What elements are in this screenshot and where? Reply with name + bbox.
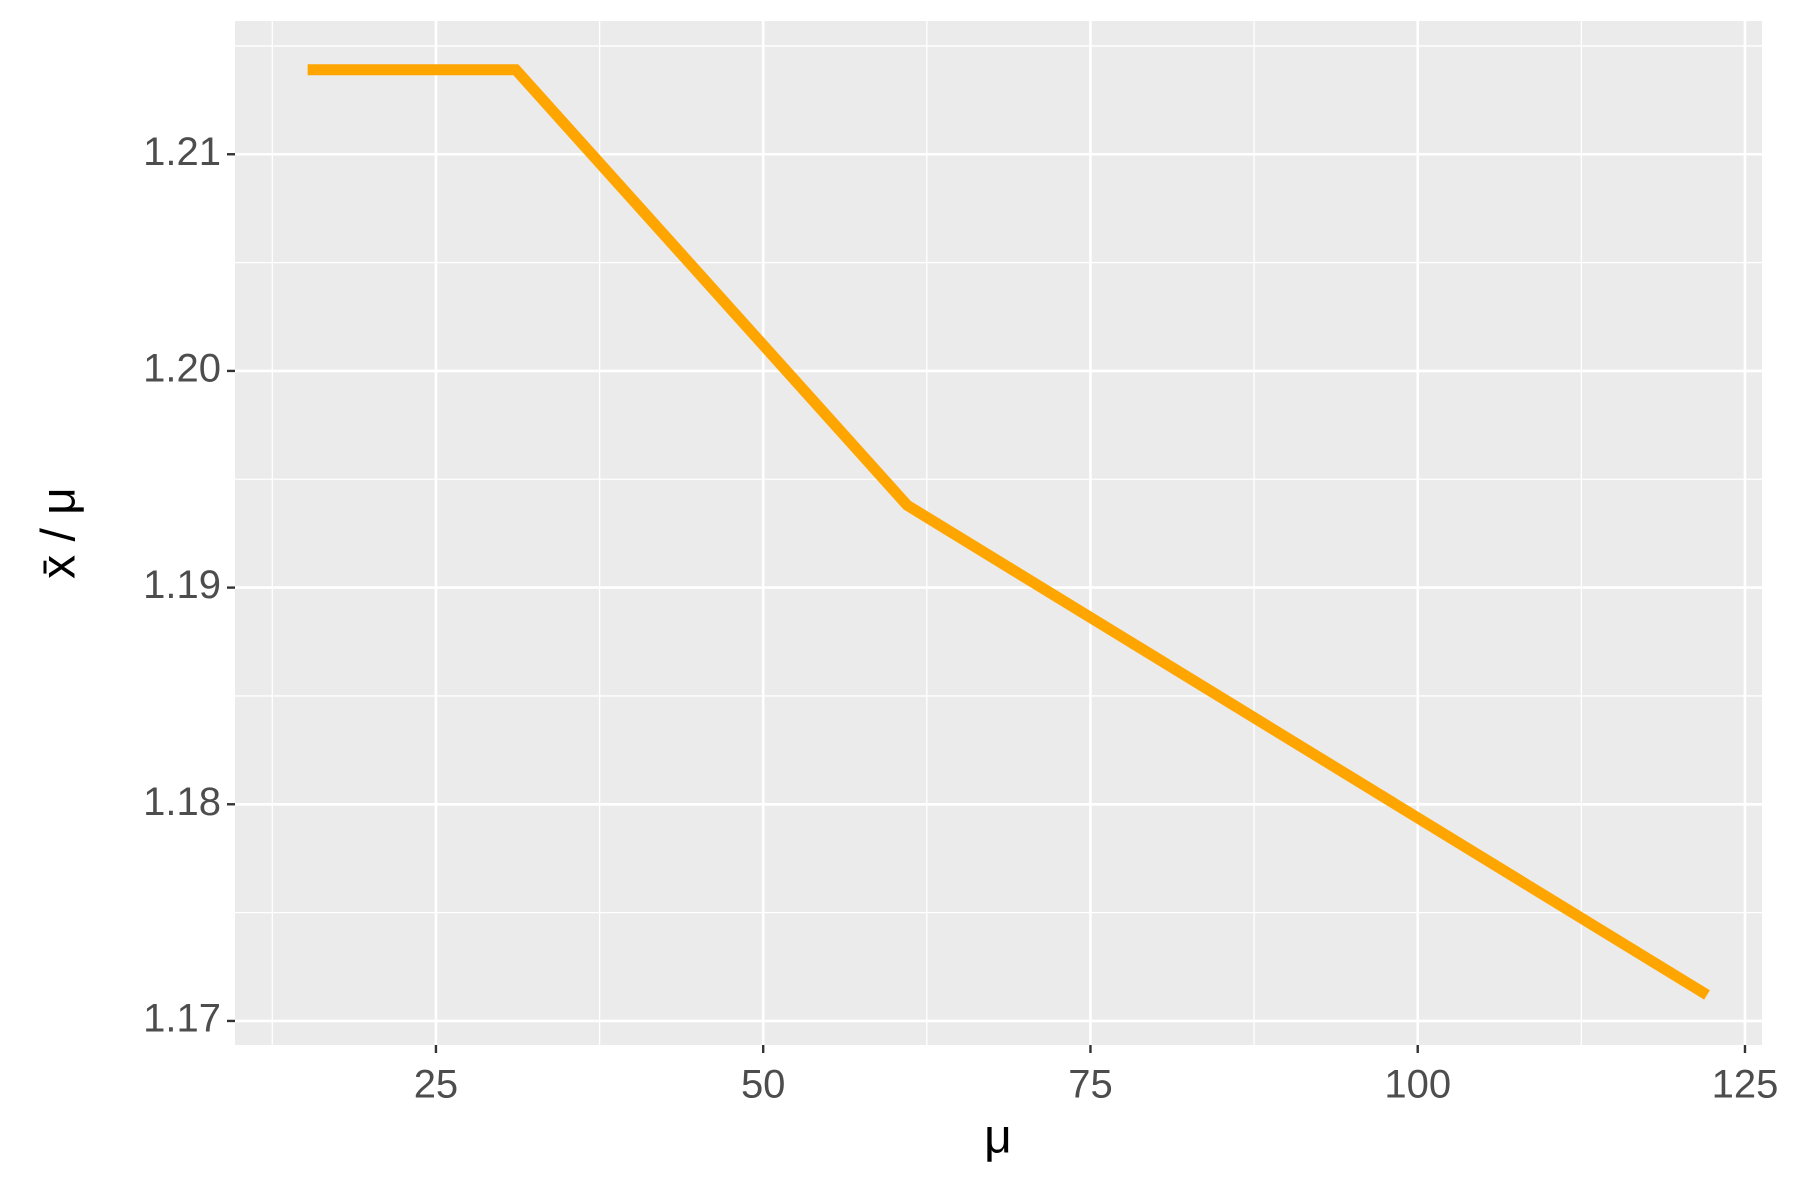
x-tick-label: 100: [1384, 1063, 1451, 1107]
y-tick-label: 1.17: [143, 997, 221, 1041]
y-tick-label: 1.18: [143, 780, 221, 824]
marks: [307, 64, 1710, 1000]
y-tick-label: 1.20: [143, 346, 221, 390]
x-tick-label: 50: [741, 1063, 786, 1107]
x-tick-label: 125: [1712, 1063, 1779, 1107]
x-tick-label: 25: [414, 1063, 459, 1107]
x-tick-label: 75: [1068, 1063, 1113, 1107]
y-tick-label: 1.21: [143, 130, 221, 174]
y-tick-label: 1.19: [143, 563, 221, 607]
grid: [235, 21, 1762, 1045]
data-line: [307, 64, 1710, 1000]
y-axis-title: x̄ / μ: [33, 487, 86, 579]
x-axis-title: μ: [984, 1111, 1012, 1164]
